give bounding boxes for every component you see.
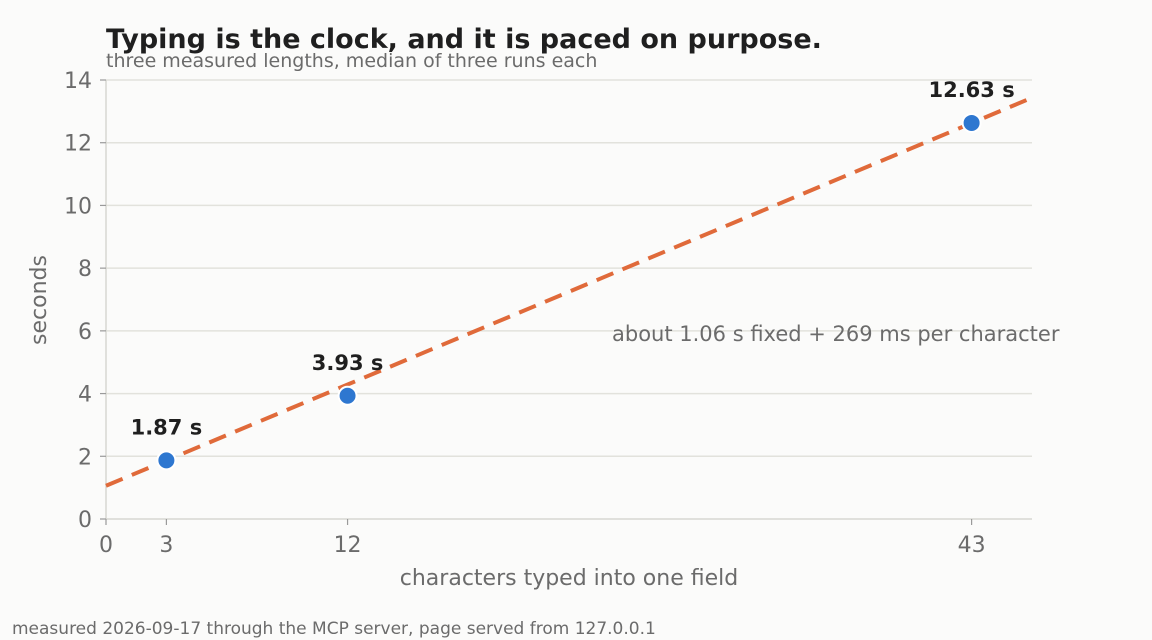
axes <box>105 80 1032 520</box>
x-axis-ticks: 0 3 12 43 <box>99 519 986 558</box>
data-label: 12.63 s <box>928 78 1014 102</box>
x-tick-label: 43 <box>958 533 986 558</box>
fit-line <box>105 95 1033 488</box>
fit-annotation: about 1.06 s fixed + 269 ms per characte… <box>612 322 1060 346</box>
y-tick-label: 4 <box>78 383 92 408</box>
x-tick-label: 0 <box>99 533 113 558</box>
data-labels: 1.87 s 3.93 s 12.63 s <box>131 78 1015 439</box>
y-tick-label: 10 <box>64 194 92 219</box>
y-tick-label: 12 <box>64 132 92 157</box>
data-points <box>156 112 982 471</box>
data-point <box>156 450 177 471</box>
x-axis-label: characters typed into one field <box>400 566 738 591</box>
x-tick-label: 3 <box>159 533 173 558</box>
y-tick-label: 14 <box>64 69 92 94</box>
x-tick-label: 12 <box>334 533 362 558</box>
chart-subtitle: three measured lengths, median of three … <box>106 50 597 72</box>
data-point <box>337 385 358 406</box>
data-point <box>961 112 982 133</box>
data-label: 1.87 s <box>131 415 203 439</box>
y-tick-label: 0 <box>78 508 92 533</box>
chart-title: Typing is the clock, and it is paced on … <box>106 24 822 55</box>
y-axis-ticks: 0 2 4 6 8 10 12 14 <box>64 69 106 533</box>
gridlines <box>106 79 1032 458</box>
data-label: 3.93 s <box>312 351 384 375</box>
y-tick-label: 2 <box>78 445 92 470</box>
footnote: measured 2026-09-17 through the MCP serv… <box>12 619 656 639</box>
y-axis-label: seconds <box>27 255 52 345</box>
y-tick-label: 6 <box>78 320 92 345</box>
y-tick-label: 8 <box>78 257 92 282</box>
